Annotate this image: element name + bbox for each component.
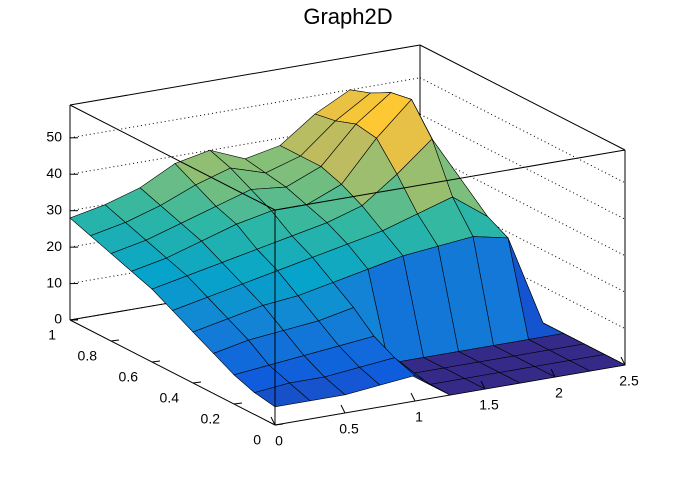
box-edge bbox=[69, 44, 421, 106]
x-tick bbox=[550, 368, 556, 378]
chart-title: Graph2D bbox=[303, 4, 392, 29]
z-tick-label: 50 bbox=[46, 128, 62, 144]
x-tick bbox=[340, 404, 346, 414]
y-tick-label: 0 bbox=[253, 432, 261, 448]
y-tick bbox=[110, 339, 120, 342]
x-tick-label: 2.5 bbox=[619, 373, 639, 389]
y-tick-label: 0.6 bbox=[119, 369, 139, 385]
y-tick-label: 0.8 bbox=[78, 348, 98, 364]
x-tick bbox=[620, 356, 626, 366]
box-edge bbox=[274, 149, 626, 211]
z-tick-label: 30 bbox=[46, 201, 62, 217]
z-tick-label: 40 bbox=[46, 165, 62, 181]
x-tick-label: 1 bbox=[415, 409, 423, 425]
surface-cell bbox=[253, 382, 311, 408]
y-tick bbox=[151, 360, 161, 363]
x-tick-label: 2 bbox=[555, 385, 563, 401]
x-tick bbox=[410, 392, 416, 402]
y-tick bbox=[274, 423, 284, 426]
x-tick-label: 0 bbox=[275, 433, 283, 449]
y-tick-label: 0.4 bbox=[160, 390, 180, 406]
y-tick-label: 0.2 bbox=[201, 411, 221, 427]
y-tick bbox=[192, 381, 202, 384]
z-tick-label: 10 bbox=[46, 274, 62, 290]
box-edge bbox=[69, 104, 276, 211]
y-tick-label: 1 bbox=[48, 327, 56, 343]
x-tick bbox=[480, 380, 486, 390]
x-tick bbox=[270, 416, 276, 426]
box-edge bbox=[419, 44, 626, 151]
y-tick bbox=[69, 318, 79, 321]
x-tick-label: 1.5 bbox=[479, 397, 499, 413]
z-tick-label: 0 bbox=[54, 311, 62, 327]
x-tick-label: 0.5 bbox=[339, 421, 359, 437]
y-tick bbox=[233, 402, 243, 405]
z-tick-label: 20 bbox=[46, 238, 62, 254]
box-edge bbox=[69, 319, 276, 426]
